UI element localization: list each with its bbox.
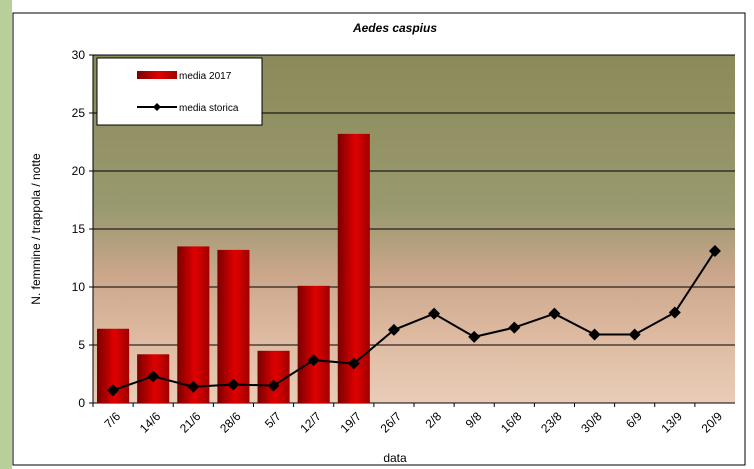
y-tick-label: 10 (72, 280, 86, 294)
legend-box (96, 57, 263, 126)
y-axis-label: N. femmine / trappola / notte (29, 153, 43, 305)
marker (508, 321, 521, 334)
marker (227, 378, 240, 391)
marker (428, 307, 441, 320)
bar (257, 350, 290, 403)
marker (107, 384, 120, 397)
y-tick-label: 25 (72, 106, 86, 120)
marker (468, 330, 481, 343)
y-tick-label: 30 (72, 48, 86, 62)
marker (588, 328, 601, 341)
marker (708, 245, 721, 258)
legend-label: media 2017 (179, 71, 232, 82)
y-tick-label: 0 (78, 396, 85, 410)
marker (347, 357, 360, 370)
chart-title: Aedes caspius (352, 21, 437, 35)
legend-swatch (137, 71, 177, 79)
x-axis-label: data (383, 451, 407, 465)
y-tick-label: 15 (72, 222, 86, 236)
legend-marker (153, 103, 161, 111)
y-tick-label: 5 (78, 338, 85, 352)
marker (307, 354, 320, 367)
marker (187, 380, 200, 393)
marker (147, 370, 160, 383)
marker (548, 307, 561, 320)
marker (267, 379, 280, 392)
marker (628, 328, 641, 341)
bar (177, 246, 210, 403)
marker (668, 306, 681, 319)
legend-label: media storica (179, 103, 239, 114)
bar (217, 249, 250, 403)
bar (297, 285, 330, 403)
y-tick-label: 20 (72, 164, 86, 178)
marker (387, 323, 400, 336)
line (112, 250, 716, 392)
side-strip (0, 0, 12, 469)
